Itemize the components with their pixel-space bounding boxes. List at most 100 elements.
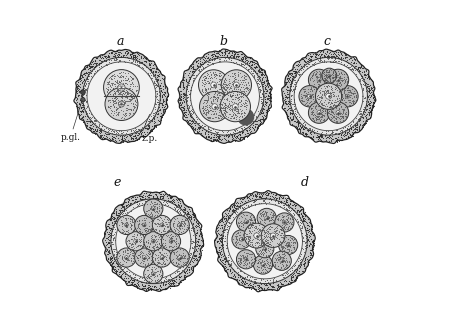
Point: [153, 204, 161, 209]
Point: [232, 54, 239, 59]
Point: [140, 55, 147, 60]
Point: [230, 81, 237, 86]
Point: [107, 137, 114, 142]
Point: [327, 59, 334, 64]
Point: [219, 77, 226, 82]
Point: [170, 199, 177, 204]
Point: [364, 93, 372, 98]
Point: [345, 129, 352, 134]
Point: [154, 268, 162, 273]
Point: [302, 242, 310, 247]
Point: [199, 124, 207, 130]
Point: [367, 91, 374, 96]
Point: [122, 211, 129, 216]
Point: [140, 62, 148, 67]
Point: [153, 91, 161, 96]
Point: [97, 63, 104, 68]
Point: [154, 196, 161, 201]
Point: [202, 110, 210, 115]
Point: [363, 102, 370, 108]
Point: [209, 51, 216, 56]
Point: [207, 135, 215, 140]
Point: [222, 89, 229, 94]
Point: [221, 53, 228, 58]
Point: [270, 213, 277, 219]
Point: [300, 269, 307, 274]
Point: [342, 130, 349, 135]
Point: [239, 262, 246, 267]
Point: [240, 194, 248, 199]
Point: [131, 62, 138, 67]
Point: [131, 133, 139, 139]
Point: [353, 121, 360, 126]
Point: [86, 122, 93, 127]
Point: [287, 271, 294, 276]
Point: [180, 82, 187, 87]
Point: [130, 277, 138, 282]
Point: [137, 249, 144, 254]
Point: [240, 278, 247, 283]
Point: [237, 232, 244, 237]
Point: [83, 86, 90, 92]
Point: [162, 237, 169, 242]
Point: [198, 242, 206, 247]
Point: [82, 81, 90, 86]
Point: [300, 219, 307, 224]
Point: [213, 55, 220, 60]
Point: [199, 65, 206, 70]
Point: [292, 115, 299, 120]
Point: [128, 106, 135, 111]
Point: [226, 93, 233, 99]
Point: [284, 205, 292, 210]
Point: [112, 96, 120, 101]
Point: [267, 98, 274, 103]
Point: [238, 99, 245, 104]
Point: [245, 217, 252, 222]
Point: [93, 127, 100, 132]
Point: [316, 102, 323, 107]
Point: [279, 244, 287, 250]
Point: [293, 209, 300, 214]
Point: [289, 73, 296, 78]
Point: [231, 127, 238, 132]
Point: [194, 223, 202, 228]
Point: [145, 251, 153, 256]
Point: [229, 96, 236, 101]
Point: [342, 87, 349, 92]
Point: [149, 68, 156, 73]
Point: [158, 253, 165, 258]
Point: [132, 132, 139, 137]
Point: [261, 197, 268, 203]
Point: [121, 54, 128, 60]
Point: [108, 84, 115, 89]
Point: [121, 254, 128, 259]
Point: [239, 259, 247, 264]
Point: [254, 64, 261, 69]
Point: [261, 216, 268, 221]
Point: [359, 118, 366, 124]
Point: [158, 252, 165, 257]
Point: [227, 73, 234, 78]
Point: [194, 129, 201, 134]
Point: [145, 271, 153, 276]
Point: [293, 275, 301, 280]
Point: [179, 212, 186, 217]
Point: [323, 76, 330, 81]
Point: [256, 284, 263, 289]
Point: [277, 282, 284, 287]
Point: [342, 72, 349, 77]
Point: [160, 255, 167, 260]
Point: [219, 233, 226, 238]
Point: [317, 115, 324, 120]
Point: [342, 113, 349, 118]
Point: [341, 71, 348, 76]
Point: [140, 221, 147, 227]
Point: [328, 116, 335, 121]
Point: [249, 118, 256, 124]
Point: [226, 92, 234, 98]
Point: [240, 206, 248, 211]
Point: [309, 92, 316, 97]
Point: [90, 66, 98, 71]
Point: [292, 263, 299, 268]
Point: [160, 254, 167, 259]
